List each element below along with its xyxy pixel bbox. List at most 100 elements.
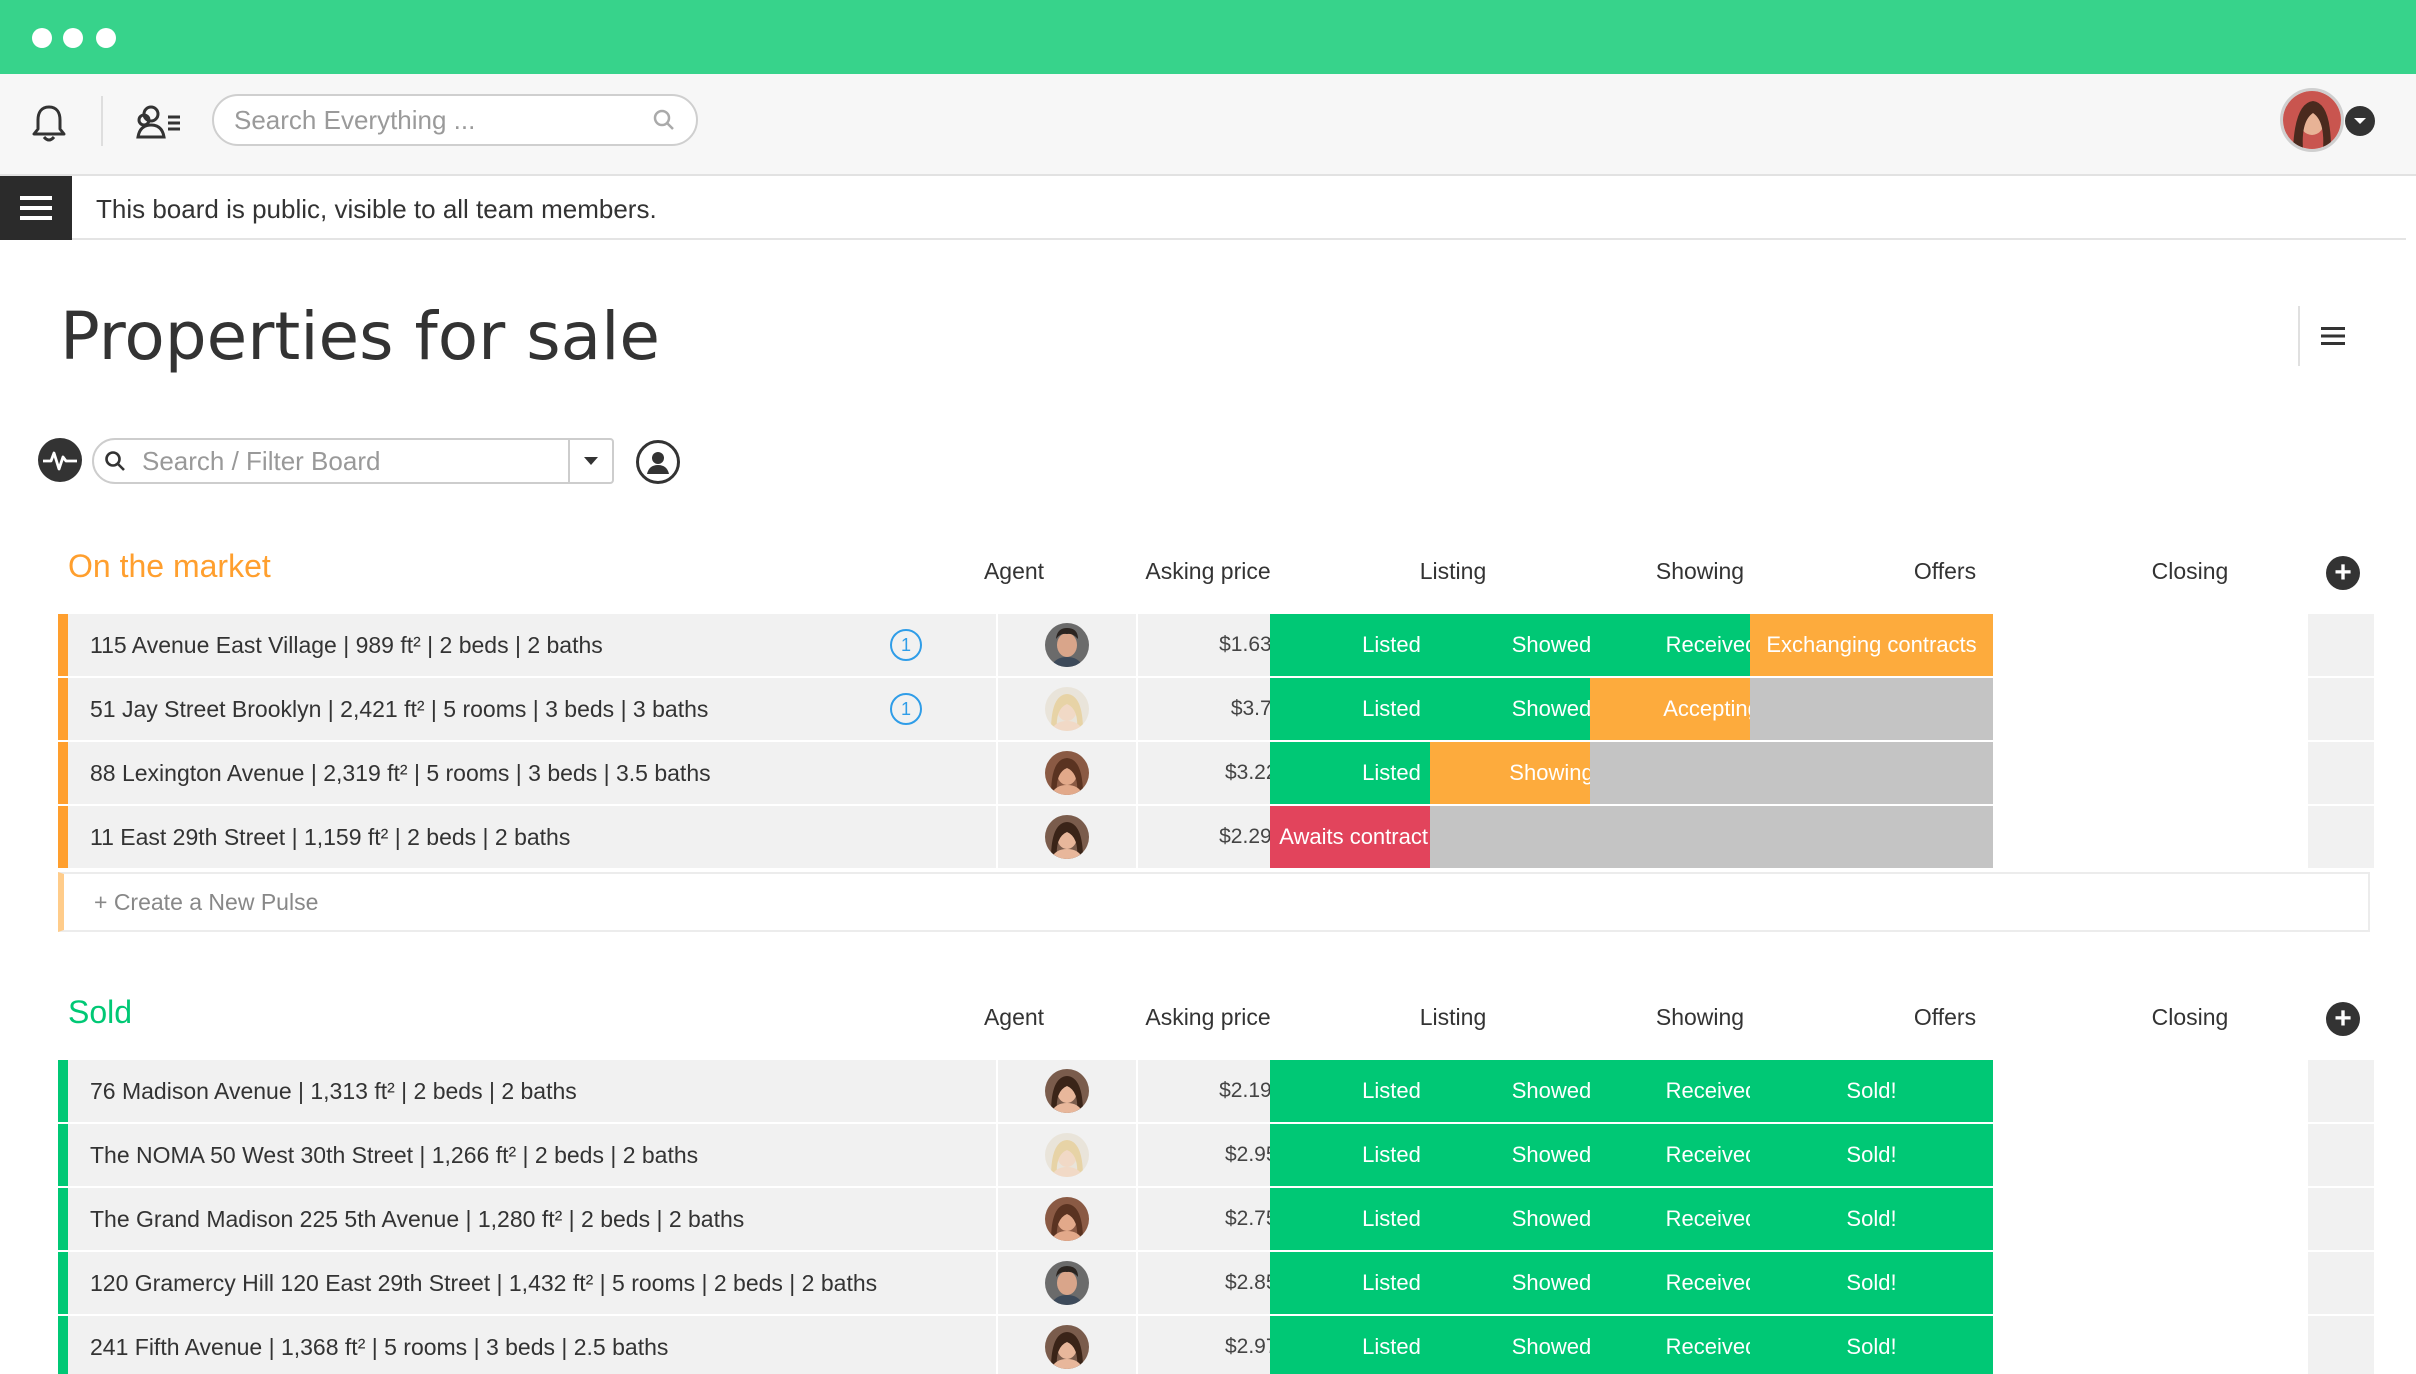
add-column-plus-icon[interactable]: + xyxy=(2326,1002,2360,1036)
agent-cell[interactable] xyxy=(998,1124,1136,1186)
window-minimize-dot[interactable] xyxy=(63,28,83,48)
person-filter-icon[interactable] xyxy=(636,440,680,484)
column-header-showing[interactable]: Showing xyxy=(1655,1004,1745,1030)
brunette-avatar xyxy=(1045,1069,1089,1113)
agent-cell[interactable] xyxy=(998,806,1136,868)
search-icon[interactable] xyxy=(652,108,676,132)
woman-avatar xyxy=(1045,1197,1089,1241)
column-header-agent[interactable]: Agent xyxy=(983,1004,1045,1030)
agent-cell[interactable] xyxy=(998,1316,1136,1374)
agent-cell[interactable] xyxy=(998,1188,1136,1250)
row-end-cell xyxy=(2308,806,2374,868)
window-maximize-dot[interactable] xyxy=(96,28,116,48)
page-title[interactable]: Properties for sale xyxy=(60,298,661,375)
create-new-pulse-row[interactable]: + Create a New Pulse xyxy=(58,872,2370,932)
pulse-name[interactable]: 115 Avenue East Village | 989 ft² | 2 be… xyxy=(68,614,996,676)
column-header-listing[interactable]: Listing xyxy=(1419,558,1487,584)
closing-status-cell[interactable]: Exchanging contracts xyxy=(1750,614,1993,676)
pulse-name[interactable]: 51 Jay Street Brooklyn | 2,421 ft² | 5 r… xyxy=(68,678,996,740)
table-row[interactable]: 76 Madison Avenue | 1,313 ft² | 2 beds |… xyxy=(58,1060,2374,1122)
group-color-stripe xyxy=(58,1316,68,1374)
brunette-avatar xyxy=(1045,1325,1089,1369)
column-header-price[interactable]: Asking price xyxy=(1145,558,1271,584)
hamburger-icon xyxy=(20,196,52,220)
pulse-name[interactable]: 88 Lexington Avenue | 2,319 ft² | 5 room… xyxy=(68,742,996,804)
agent-cell[interactable] xyxy=(998,742,1136,804)
group-color-stripe xyxy=(58,1124,68,1186)
agent-cell[interactable] xyxy=(998,678,1136,740)
table-row[interactable]: The Grand Madison 225 5th Avenue | 1,280… xyxy=(58,1188,2374,1250)
column-header-price[interactable]: Asking price xyxy=(1145,1004,1271,1030)
pulse-name[interactable]: The NOMA 50 West 30th Street | 1,266 ft²… xyxy=(68,1124,996,1186)
blonde-avatar xyxy=(1045,1133,1089,1177)
pulse-name[interactable]: 76 Madison Avenue | 1,313 ft² | 2 beds |… xyxy=(68,1060,996,1122)
closing-status-cell[interactable]: Sold! xyxy=(1750,1124,1993,1186)
pulse-name[interactable]: 11 East 29th Street | 1,159 ft² | 2 beds… xyxy=(68,806,996,868)
public-board-message: This board is public, visible to all tea… xyxy=(96,194,657,224)
updates-count-badge[interactable]: 1 xyxy=(890,629,922,661)
column-header-showing[interactable]: Showing xyxy=(1655,558,1745,584)
agent-cell[interactable] xyxy=(998,614,1136,676)
search-everything-input[interactable] xyxy=(234,104,652,136)
board-filter-input[interactable] xyxy=(142,445,568,477)
row-end-cell xyxy=(2308,1060,2374,1122)
window-close-dot[interactable] xyxy=(32,28,52,48)
row-end-cell xyxy=(2308,742,2374,804)
table-row[interactable]: The NOMA 50 West 30th Street | 1,266 ft²… xyxy=(58,1124,2374,1186)
row-end-cell xyxy=(2308,1252,2374,1314)
board-filter-box[interactable] xyxy=(92,438,614,484)
row-end-cell xyxy=(2308,678,2374,740)
group-title-sold[interactable]: Sold xyxy=(68,994,133,1030)
pulse-name[interactable]: The Grand Madison 225 5th Avenue | 1,280… xyxy=(68,1188,996,1250)
closing-status-cell[interactable]: Sold! xyxy=(1750,1060,1993,1122)
closing-status-cell[interactable] xyxy=(1750,742,1993,804)
group-color-stripe xyxy=(58,742,68,804)
group-color-stripe xyxy=(58,806,68,868)
user-avatar[interactable] xyxy=(2280,88,2344,152)
group-title-on-the-market[interactable]: On the market xyxy=(68,548,271,584)
group-color-stripe xyxy=(58,678,68,740)
woman-avatar xyxy=(1045,751,1089,795)
table-row[interactable]: 120 Gramercy Hill 120 East 29th Street |… xyxy=(58,1252,2374,1314)
column-header-offers[interactable]: Offers xyxy=(1913,558,1977,584)
closing-status-cell[interactable] xyxy=(1750,806,1993,868)
user-menu-caret-icon[interactable] xyxy=(2345,106,2375,136)
toolbar-divider xyxy=(101,96,103,146)
column-header-closing[interactable]: Closing xyxy=(2151,558,2229,584)
bell-icon[interactable] xyxy=(26,100,72,146)
public-board-banner: This board is public, visible to all tea… xyxy=(0,176,2406,240)
brunette-avatar xyxy=(1045,815,1089,859)
man-avatar xyxy=(1045,623,1089,667)
table-row[interactable]: 115 Avenue East Village | 989 ft² | 2 be… xyxy=(58,614,2374,676)
table-row[interactable]: 51 Jay Street Brooklyn | 2,421 ft² | 5 r… xyxy=(58,678,2374,740)
row-end-cell xyxy=(2308,1124,2374,1186)
invite-members-icon[interactable] xyxy=(132,100,186,146)
column-header-closing[interactable]: Closing xyxy=(2151,1004,2229,1030)
row-end-cell xyxy=(2308,614,2374,676)
updates-count-badge[interactable]: 1 xyxy=(890,693,922,725)
filter-dropdown-caret-icon[interactable] xyxy=(568,440,612,482)
closing-status-cell[interactable] xyxy=(1750,678,1993,740)
closing-status-cell[interactable]: Sold! xyxy=(1750,1252,1993,1314)
column-header-agent[interactable]: Agent xyxy=(983,558,1045,584)
top-toolbar xyxy=(0,74,2416,176)
pulse-name[interactable]: 120 Gramercy Hill 120 East 29th Street |… xyxy=(68,1252,996,1314)
window-titlebar xyxy=(0,0,2416,74)
agent-cell[interactable] xyxy=(998,1252,1136,1314)
table-row[interactable]: 88 Lexington Avenue | 2,319 ft² | 5 room… xyxy=(58,742,2374,804)
search-everything-box[interactable] xyxy=(212,94,698,146)
closing-status-cell[interactable]: Sold! xyxy=(1750,1316,1993,1374)
main-menu-button[interactable] xyxy=(0,176,72,240)
row-end-cell xyxy=(2308,1316,2374,1374)
closing-status-cell[interactable]: Sold! xyxy=(1750,1188,1993,1250)
group-color-stripe xyxy=(58,614,68,676)
add-column-plus-icon[interactable]: + xyxy=(2326,556,2360,590)
table-row[interactable]: 11 East 29th Street | 1,159 ft² | 2 beds… xyxy=(58,806,2374,868)
pulse-name[interactable]: 241 Fifth Avenue | 1,368 ft² | 5 rooms |… xyxy=(68,1316,996,1374)
board-menu-button[interactable] xyxy=(2298,306,2346,366)
activity-pulse-icon[interactable] xyxy=(38,438,82,482)
column-header-offers[interactable]: Offers xyxy=(1913,1004,1977,1030)
column-header-listing[interactable]: Listing xyxy=(1419,1004,1487,1030)
agent-cell[interactable] xyxy=(998,1060,1136,1122)
table-row[interactable]: 241 Fifth Avenue | 1,368 ft² | 5 rooms |… xyxy=(58,1316,2374,1374)
